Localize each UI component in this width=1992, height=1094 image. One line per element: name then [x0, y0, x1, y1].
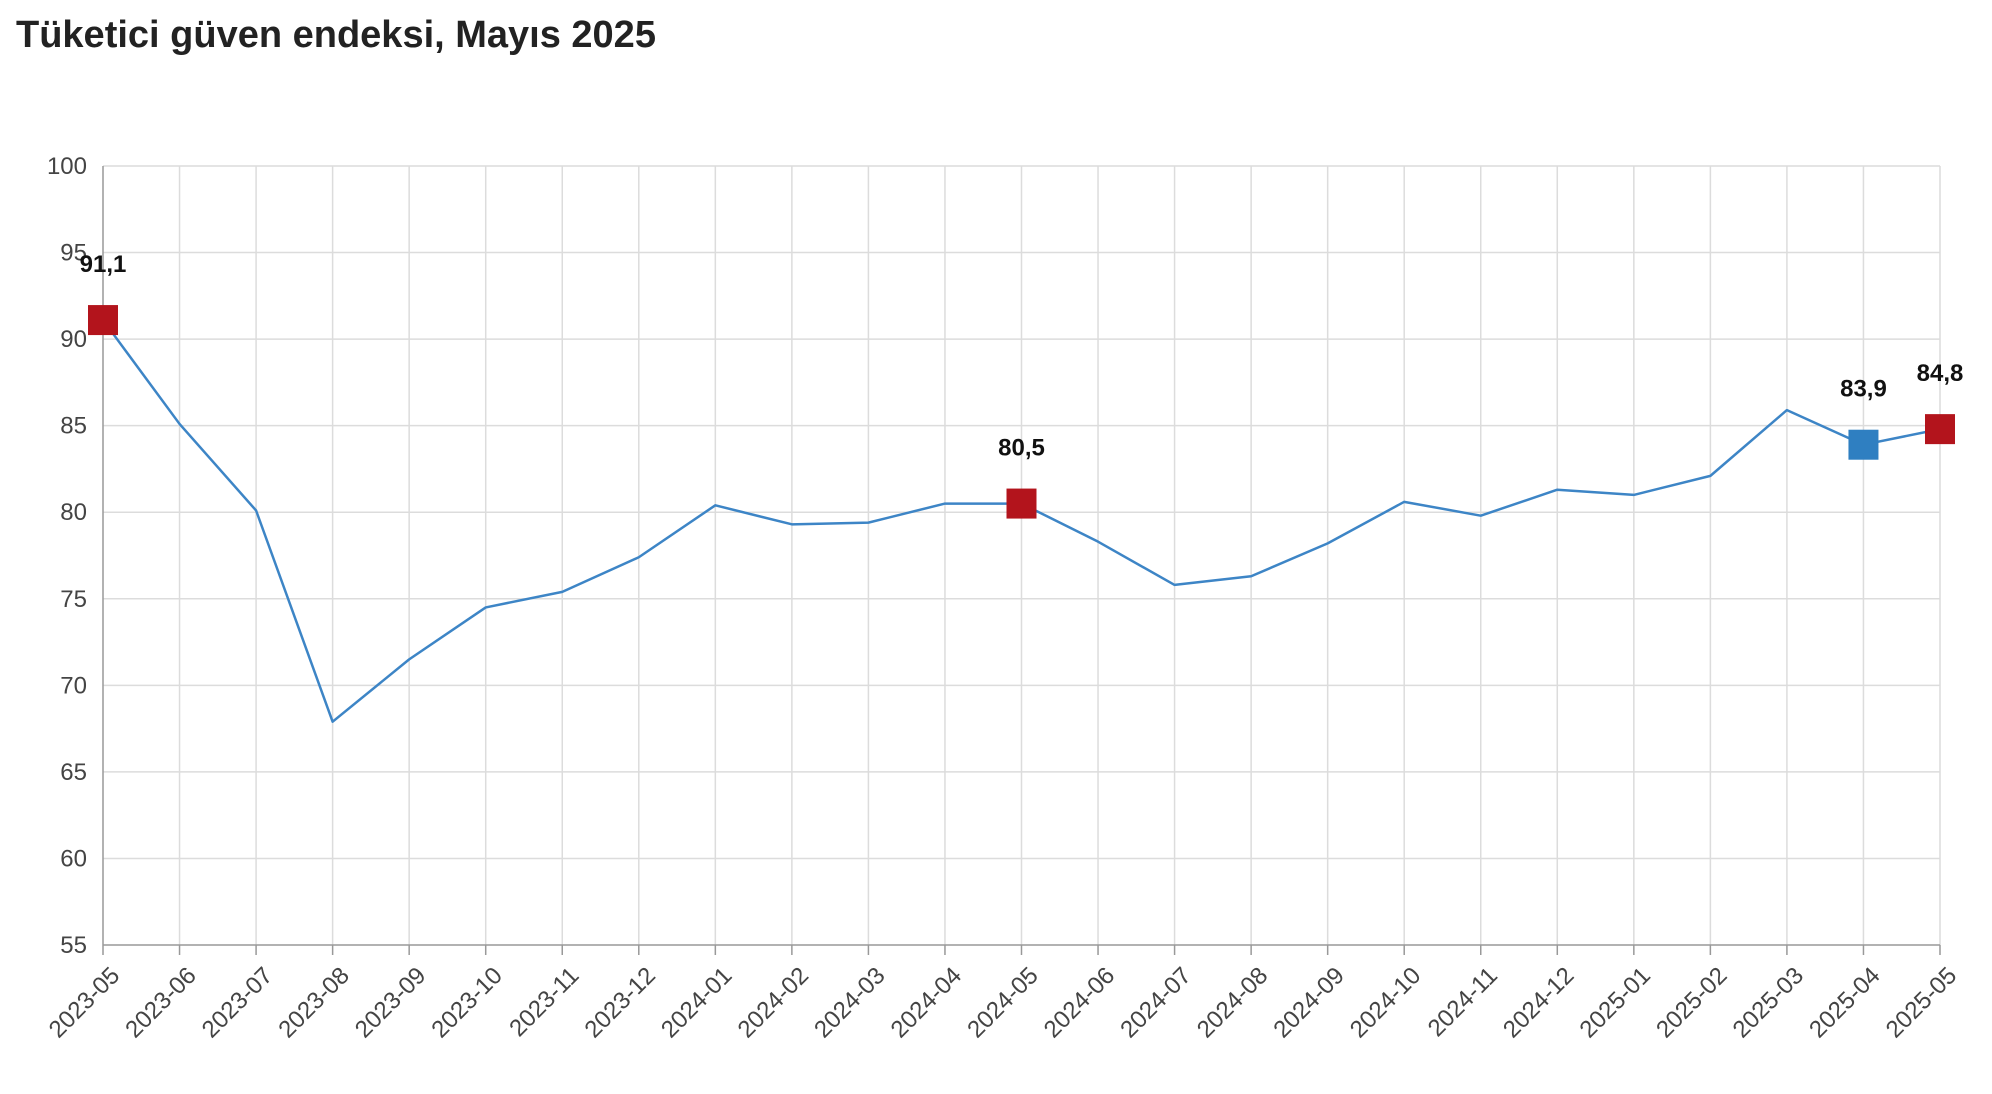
- x-tick-label: 2023-07: [197, 962, 278, 1043]
- x-tick-label: 2023-09: [350, 962, 431, 1043]
- x-tick-label: 2023-05: [44, 962, 125, 1043]
- x-tick-label: 2025-02: [1651, 962, 1732, 1043]
- data-label: 83,9: [1840, 376, 1887, 403]
- x-tick-label: 2023-06: [120, 962, 201, 1043]
- x-tick-label: 2023-08: [273, 962, 354, 1043]
- x-tick-label: 2024-11: [1423, 962, 1503, 1042]
- x-tick-labels: 2023-052023-062023-072023-082023-092023-…: [44, 962, 1962, 1043]
- data-label: 80,5: [998, 435, 1045, 462]
- y-tick-label: 75: [60, 586, 87, 613]
- highlight-marker: [88, 305, 118, 336]
- x-tick-label: 2024-09: [1268, 962, 1349, 1043]
- grid: [103, 165, 1941, 945]
- y-tick-label: 55: [60, 932, 87, 959]
- data-labels: 91,1 80,5 83,9 84,8: [80, 251, 1964, 461]
- y-tick-label: 100: [47, 153, 87, 180]
- y-tick-label: 60: [60, 845, 87, 872]
- x-tick-label: 2024-04: [886, 962, 967, 1043]
- x-tick-label: 2025-01: [1575, 962, 1656, 1043]
- x-tick-label: 2025-04: [1804, 962, 1885, 1043]
- highlight-marker: [1006, 488, 1037, 519]
- markers: [88, 305, 1955, 519]
- x-tick-label: 2024-06: [1039, 962, 1120, 1043]
- highlight-marker: [1925, 414, 1955, 445]
- x-tick-label: 2025-03: [1728, 962, 1809, 1043]
- x-tick-label: 2025-05: [1881, 962, 1962, 1043]
- highlight-marker: [1848, 429, 1879, 460]
- axes: [102, 166, 1941, 955]
- x-tick-label: 2024-07: [1115, 962, 1196, 1043]
- y-tick-labels: 55 60 65 70 75 80 85 90 95 100: [47, 153, 87, 959]
- y-tick-label: 65: [60, 759, 87, 786]
- x-tick-label: 2024-08: [1192, 962, 1273, 1043]
- x-tick-label: 2024-01: [656, 962, 737, 1043]
- x-tick-label: 2024-03: [809, 962, 890, 1043]
- x-tick-label: 2023-10: [426, 962, 507, 1043]
- chart-title: Tüketici güven endeksi, Mayıs 2025: [16, 14, 656, 56]
- data-label: 84,8: [1917, 360, 1964, 387]
- y-tick-label: 95: [60, 240, 87, 267]
- y-tick-label: 85: [60, 413, 87, 440]
- x-tick-label: 2024-05: [962, 962, 1043, 1043]
- y-tick-label: 80: [60, 499, 87, 526]
- x-tick-label: 2024-10: [1345, 962, 1426, 1043]
- x-tick-label: 2023-12: [580, 962, 661, 1043]
- y-tick-label: 70: [60, 672, 87, 699]
- x-tick-label: 2023-11: [504, 962, 584, 1042]
- x-tick-label: 2024-02: [733, 962, 814, 1043]
- y-tick-label: 90: [60, 326, 87, 353]
- data-label: 91,1: [80, 251, 127, 278]
- x-tick-label: 2024-12: [1498, 962, 1579, 1043]
